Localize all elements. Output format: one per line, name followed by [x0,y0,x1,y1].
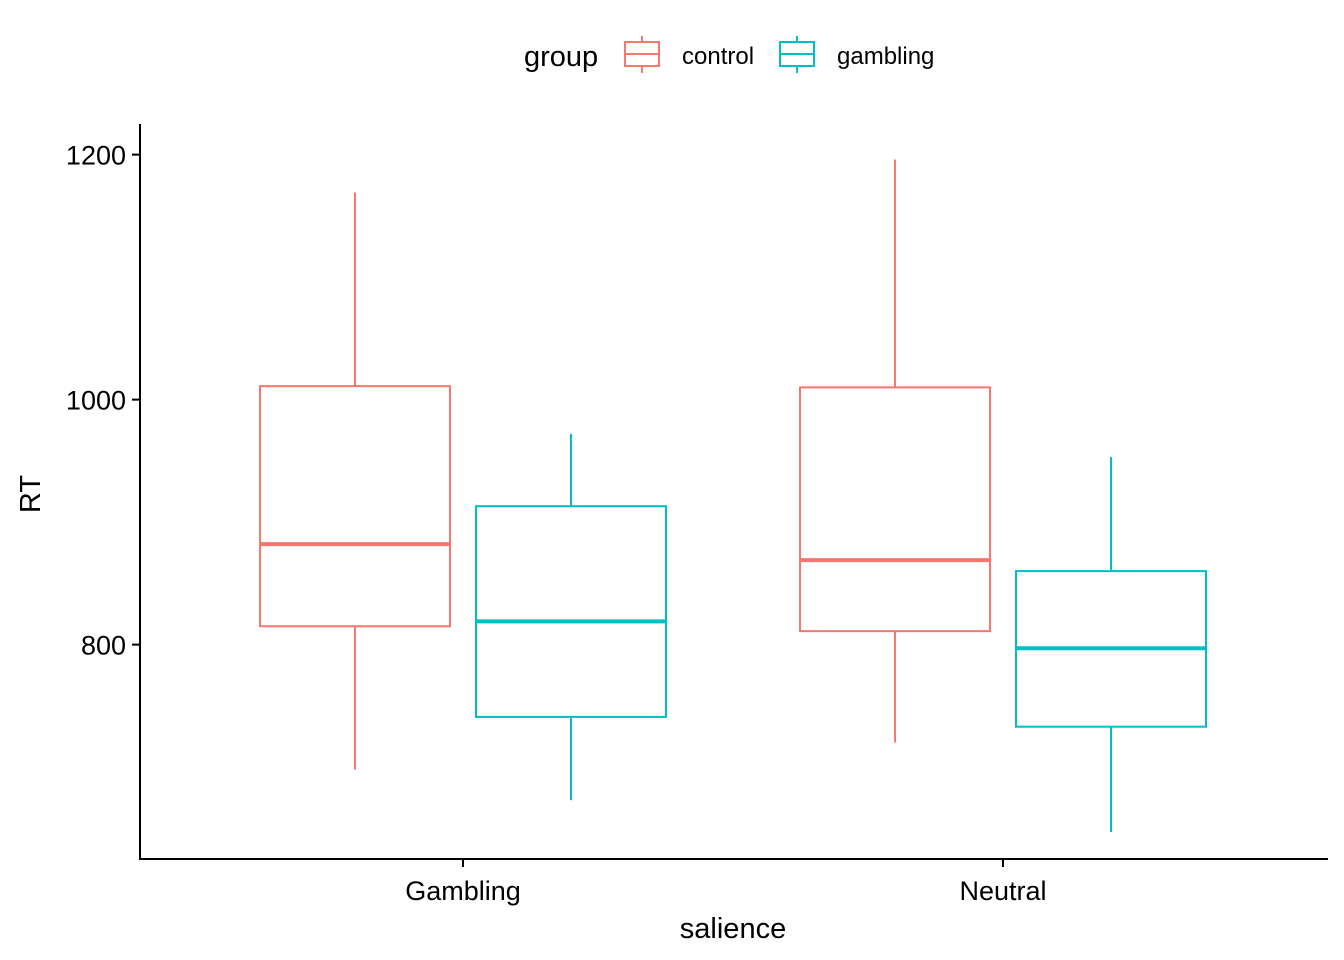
x-tick-label: Neutral [959,876,1046,906]
box-control-gambling [259,192,451,770]
iqr-box [259,385,451,628]
y-tick-label: 1000 [66,386,126,416]
iqr-box [799,386,991,633]
legend-label: control [682,43,754,70]
legend-title: group [524,41,598,73]
box-control-neutral [799,159,991,743]
iqr-box [475,505,667,718]
legend-item-gambling: gambling [779,36,934,73]
y-tick-label: 1200 [66,141,126,171]
y-tick-label: 800 [81,631,126,661]
y-axis-title: RT [15,475,47,513]
legend-label: gambling [837,43,934,70]
box-gambling-gambling [475,433,667,801]
x-axis-title: salience [680,913,786,945]
legend: group control gambling [524,36,934,73]
x-tick-label: Gambling [405,876,521,906]
legend-item-control: control [624,36,754,73]
box-gambling-neutral [1015,457,1207,833]
